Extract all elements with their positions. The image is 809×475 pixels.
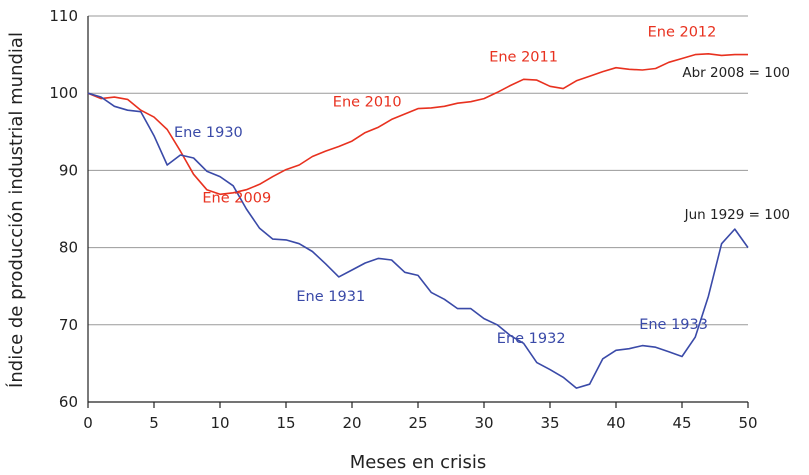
annotation-label: Ene 2011 (489, 49, 558, 65)
y-tick-label: 110 (49, 7, 78, 25)
y-tick-label: 90 (59, 161, 78, 179)
series-layer (87, 53, 749, 389)
series-line-0 (87, 53, 748, 196)
annotation-label: Ene 1930 (174, 125, 243, 141)
y-tick-label: 100 (49, 84, 78, 102)
annotation-label: Ene 2012 (648, 24, 717, 40)
x-tick-label: 35 (540, 414, 559, 432)
x-tick-label: 45 (672, 414, 691, 432)
x-tick-label: 15 (276, 414, 295, 432)
annotation-label: Ene 2010 (333, 95, 402, 111)
x-tick-label: 5 (149, 414, 159, 432)
axis-layer: 60 70 80 90 100 110 0 5 10 15 20 25 30 35 40 45 50 (49, 7, 757, 432)
x-tick-label: 25 (408, 414, 427, 432)
y-axis-title: Índice de producción industrial mundial (5, 32, 27, 388)
x-axis-title: Meses en crisis (350, 452, 486, 473)
annotation-label: Ene 2009 (202, 190, 271, 206)
x-tick-label: 10 (210, 414, 229, 432)
x-tick-label: 50 (738, 414, 757, 432)
x-tick-label: 30 (474, 414, 493, 432)
base-note-2008: Abr 2008 = 100 (682, 65, 790, 81)
x-tick-label: 40 (606, 414, 625, 432)
annotation-layer: Ene 2009 Ene 2010 Ene 2011 Ene 2012 Ene 1930… (174, 24, 716, 346)
y-tick-label: 80 (59, 239, 78, 257)
grid-layer (88, 15, 748, 326)
y-tick-label: 70 (59, 316, 78, 334)
annotation-label: Ene 1933 (639, 317, 708, 333)
x-tick-label: 0 (83, 414, 93, 432)
y-tick-label: 60 (59, 393, 78, 411)
x-tick-label: 20 (342, 414, 361, 432)
series-line-1 (87, 92, 749, 389)
annotation-label: Ene 1932 (497, 331, 566, 347)
base-note-1929: Jun 1929 = 100 (684, 207, 790, 223)
annotation-label: Ene 1931 (296, 289, 365, 305)
